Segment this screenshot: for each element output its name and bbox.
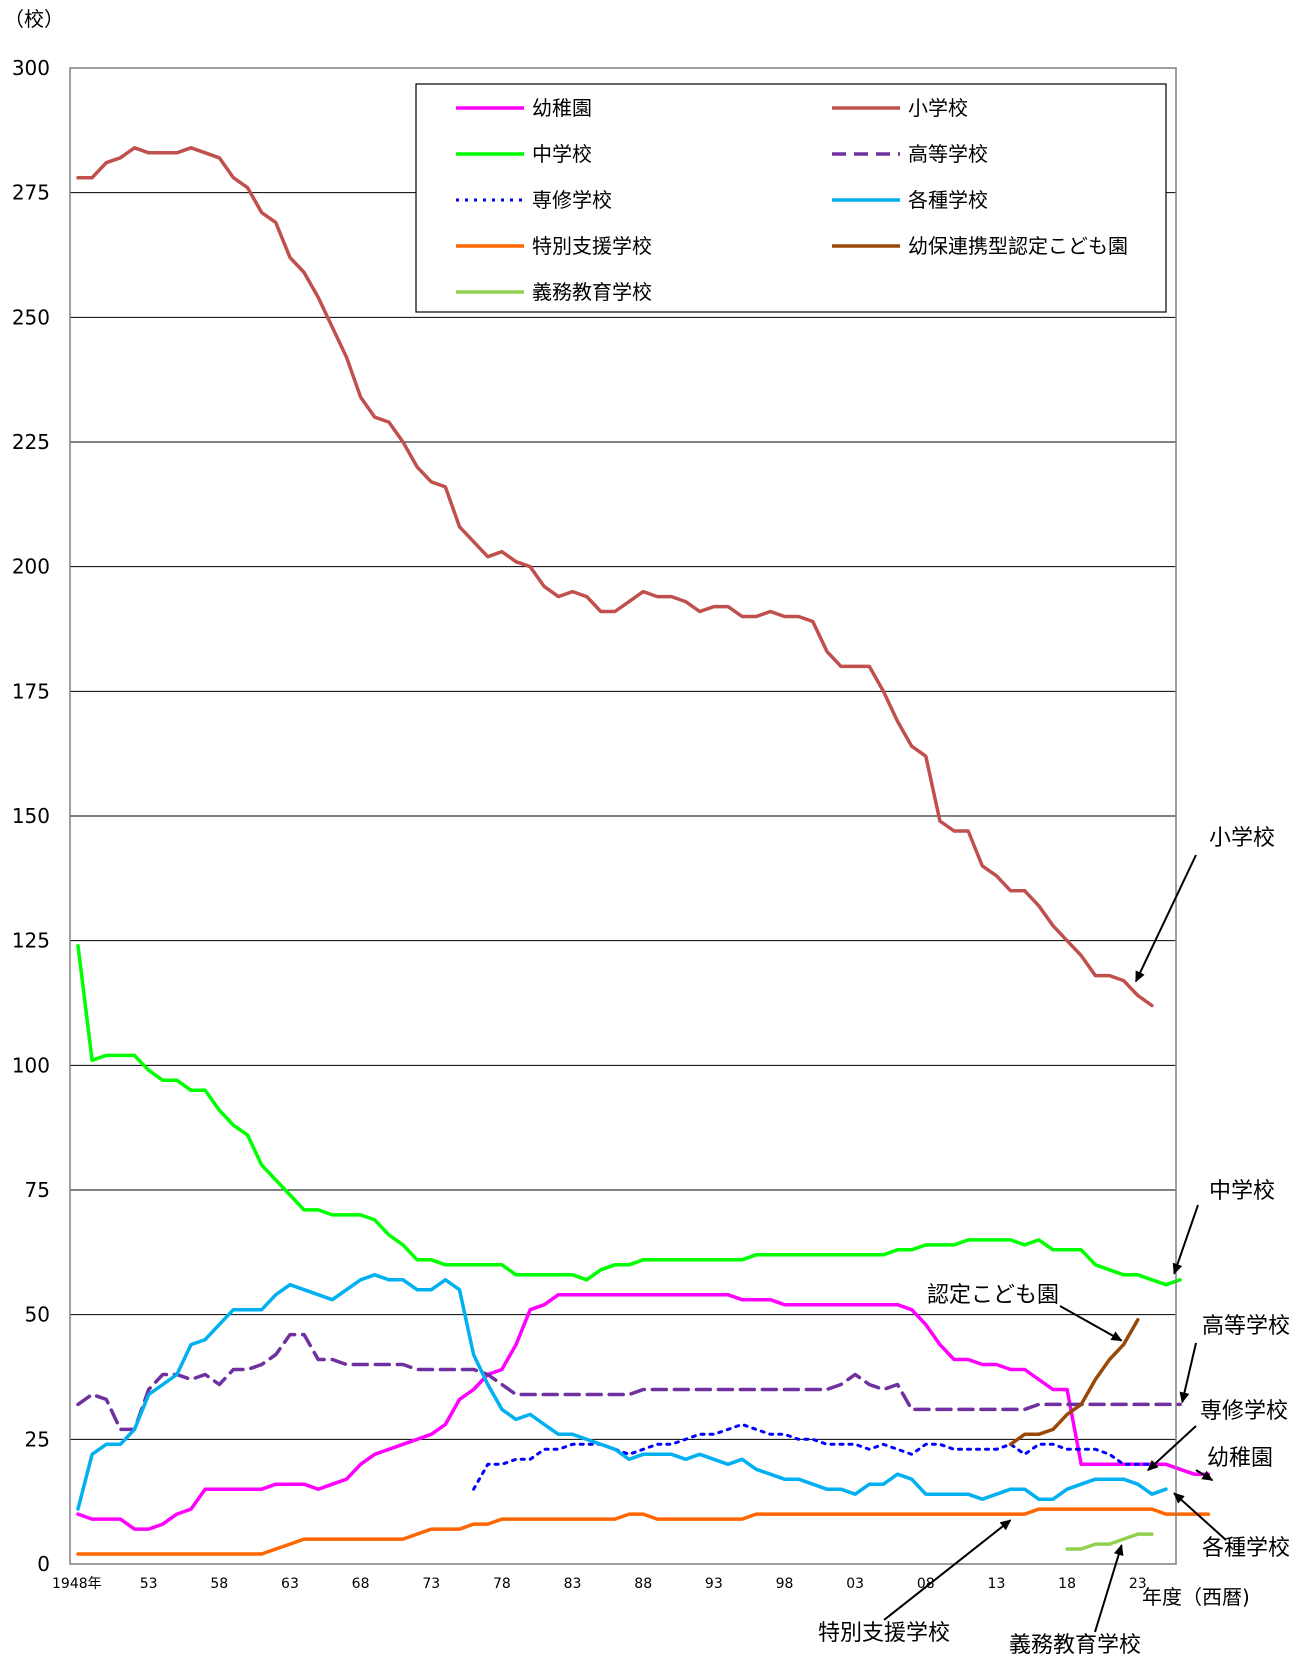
y-axis-ticks: 0 25 50 75 100 125 150 175 200 225 250 275 300 [12,56,50,1576]
y-tick-label-0: 0 [37,1552,50,1576]
series-line-4 [76,1332,1182,1432]
legend-label-5: 専修学校 [532,188,612,212]
annotation-arrow-6 [1195,1469,1214,1482]
x-tick-label-63: 63 [281,1576,299,1592]
series-line-1 [76,1292,1211,1531]
legend-label-7: 特別支援学校 [532,234,652,258]
legend-label-3: 中学校 [532,142,592,166]
series-line-9 [1065,1532,1154,1551]
annotation-label-8: 特別支援学校 [818,1621,950,1646]
series-line-7 [76,1507,1211,1556]
x-tick-label-08: 08 [917,1576,935,1592]
legend-label-2: 小学校 [908,96,968,120]
x-tick-label-1948年: 1948年 [52,1576,102,1592]
y-tick-label-50: 50 [25,1303,50,1327]
annotation-label-1: 小学校 [1209,826,1275,851]
annotation-label-2: 中学校 [1209,1179,1275,1204]
y-tick-label-25: 25 [25,1427,50,1451]
legend-box [415,83,1167,313]
annotation-arrow-4 [1179,1342,1197,1404]
annotation-arrow-2 [1172,1204,1199,1275]
annotation-label-6: 幼稚園 [1207,1446,1273,1471]
x-tick-label-98: 98 [776,1576,794,1592]
x-tick-label-53: 53 [140,1576,158,1592]
annotation-arrow-7 [1173,1492,1227,1541]
series-line-3 [76,943,1182,1287]
y-tick-label-225: 225 [12,430,50,454]
legend-label-9: 義務教育学校 [532,280,652,304]
annotation-arrow-5 [1147,1425,1197,1472]
annotation-arrow-8 [883,1519,1012,1621]
series-line-5 [472,1422,1154,1491]
y-tick-label-125: 125 [12,929,50,953]
y-tick-label-200: 200 [12,555,50,579]
y-tick-label-275: 275 [12,181,50,205]
legend-label-8: 幼保連携型認定こども園 [908,234,1128,258]
x-tick-label-78: 78 [493,1576,511,1592]
x-tick-label-68: 68 [352,1576,370,1592]
series-lines [76,146,1211,1556]
annotation-label-4: 高等学校 [1202,1314,1290,1339]
y-tick-label-175: 175 [12,679,50,703]
y-tick-label-75: 75 [25,1178,50,1202]
legend-label-6: 各種学校 [908,188,988,212]
legend-label-1: 幼稚園 [532,96,592,120]
x-axis-ticks: 1948年 53 58 63 68 73 78 83 88 93 98 03 08 13 18 23 [52,1576,1147,1592]
annotation-arrow-9 [1094,1544,1124,1633]
y-tick-label-250: 250 [12,305,50,329]
plot-area-frame [69,67,1177,1565]
x-tick-label-88: 88 [634,1576,652,1592]
annotation-label-9: 義務教育学校 [1009,1633,1141,1658]
y-tick-label-100: 100 [12,1053,50,1077]
x-tick-label-93: 93 [705,1576,723,1592]
series-line-6 [76,1273,1168,1511]
annotation-label-3: 認定こども園 [927,1283,1059,1308]
series-line-2 [76,146,1154,1008]
gridlines [70,192,1176,1440]
annotation-label-5: 専修学校 [1200,1399,1288,1424]
legend-label-4: 高等学校 [908,142,988,166]
y-unit-label: （校） [4,7,64,31]
annotation-label-7: 各種学校 [1202,1536,1290,1561]
series-line-8 [1008,1317,1140,1447]
y-tick-label-150: 150 [12,804,50,828]
annotation-arrow-1 [1134,854,1197,983]
x-tick-label-03: 03 [846,1576,864,1592]
x-tick-label-18: 18 [1058,1576,1076,1592]
x-tick-label-83: 83 [564,1576,582,1592]
x-tick-label-58: 58 [210,1576,228,1592]
x-tick-label-13: 13 [988,1576,1006,1592]
x-axis-label: 年度（西暦) [1142,1585,1250,1609]
x-tick-label-73: 73 [422,1576,440,1592]
annotation-arrow-3 [1059,1305,1123,1342]
y-tick-label-300: 300 [12,56,50,80]
x-tick-label-23: 23 [1129,1576,1147,1592]
